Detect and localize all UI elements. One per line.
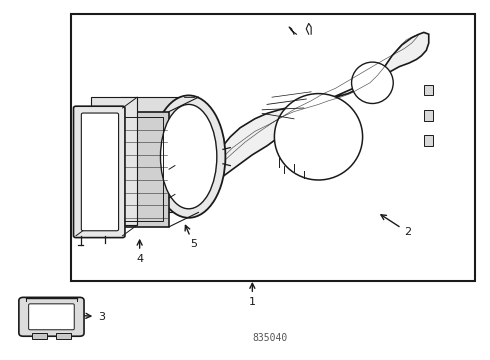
FancyBboxPatch shape [81, 113, 119, 231]
Polygon shape [208, 32, 429, 178]
Ellipse shape [352, 62, 393, 104]
Ellipse shape [274, 94, 363, 180]
Bar [56, 333, 71, 339]
Bar [424, 135, 433, 146]
Polygon shape [91, 97, 137, 225]
Ellipse shape [152, 95, 225, 218]
Text: 3: 3 [75, 312, 105, 322]
Ellipse shape [161, 104, 217, 209]
Bar [71, 14, 475, 281]
FancyBboxPatch shape [28, 304, 74, 330]
FancyBboxPatch shape [19, 297, 84, 336]
FancyBboxPatch shape [74, 106, 125, 238]
Text: 1: 1 [249, 283, 256, 307]
Bar [100, 112, 169, 227]
Text: 5: 5 [185, 225, 197, 249]
Bar [424, 85, 433, 95]
Text: 4: 4 [136, 240, 143, 264]
Bar [424, 110, 433, 121]
Text: 6: 6 [86, 125, 95, 149]
Polygon shape [120, 97, 198, 212]
Text: 2: 2 [381, 215, 412, 237]
Bar [32, 333, 47, 339]
Text: 835040: 835040 [252, 333, 287, 343]
Bar [106, 117, 163, 221]
